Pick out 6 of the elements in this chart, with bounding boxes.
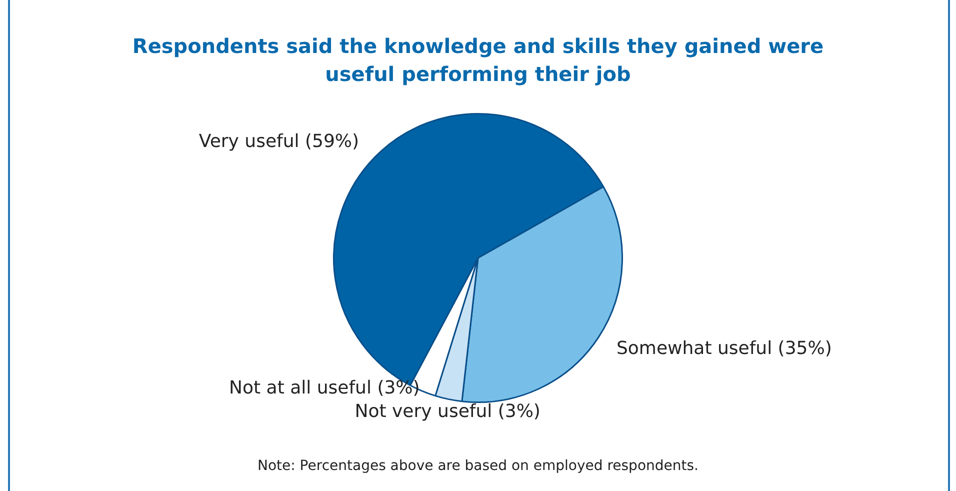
chart-title: Respondents said the knowledge and skills they gained were useful performing their job <box>131 33 825 88</box>
slice-label: Not very useful (3%) <box>354 401 540 422</box>
slice-label: Very useful (59%) <box>198 131 360 152</box>
text: Note: Percentages above are based on employed respondents. <box>256 458 700 474</box>
slice-label: Not at all useful (3%) <box>229 378 420 399</box>
slice-label: Somewhat useful (35%) <box>616 338 832 359</box>
